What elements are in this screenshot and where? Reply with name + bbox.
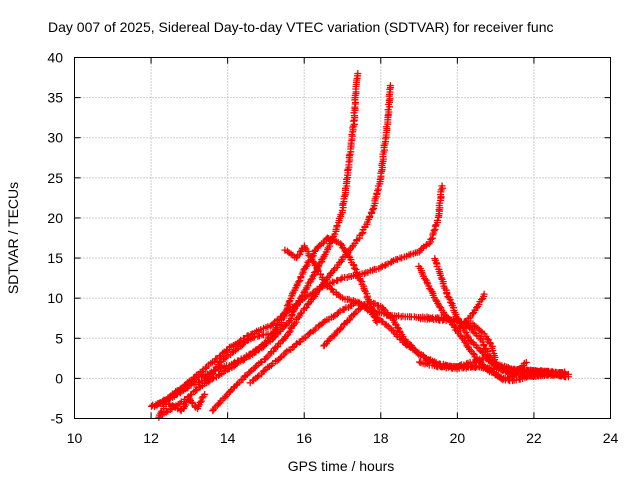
x-tick-label: 16 [296, 430, 312, 446]
y-axis-label: SDTVAR / TECUs [5, 182, 21, 294]
grid-lines [74, 57, 611, 419]
x-tick-label: 18 [373, 430, 389, 446]
y-tick-label: 30 [47, 130, 63, 146]
y-tick-label: 40 [47, 50, 63, 66]
y-tick-label: 0 [55, 370, 63, 386]
y-tick-label: -5 [51, 411, 64, 427]
series-markers [415, 314, 569, 378]
series-track-11 [416, 358, 572, 385]
plot-frame [74, 57, 611, 419]
axis-ticks [74, 57, 611, 419]
x-tick-label: 24 [603, 430, 619, 446]
y-tick-label: 20 [47, 210, 63, 226]
chart-title: Day 007 of 2025, Sidereal Day-to-day VTE… [48, 19, 554, 35]
x-tick-label: 10 [67, 430, 83, 446]
series-track-13 [155, 390, 209, 421]
y-tick-label: 35 [47, 90, 63, 106]
y-tick-label: 10 [47, 290, 63, 306]
y-tick-labels: -5 0 5 10 15 20 25 30 35 40 [47, 50, 63, 427]
y-tick-label: 15 [47, 250, 63, 266]
x-axis-label: GPS time / hours [288, 458, 395, 474]
series-markers [416, 358, 572, 385]
series-markers [155, 390, 209, 421]
series-track-12 [415, 314, 569, 378]
x-tick-label: 12 [143, 430, 159, 446]
x-tick-label: 20 [450, 430, 466, 446]
series-markers [453, 290, 488, 334]
x-tick-labels: 10 12 14 16 18 20 22 24 [67, 430, 619, 446]
series-track-14 [453, 290, 488, 334]
y-tick-label: 25 [47, 170, 63, 186]
x-tick-label: 22 [526, 430, 542, 446]
data-points [148, 70, 572, 421]
y-tick-label: 5 [55, 330, 63, 346]
x-tick-label: 14 [220, 430, 236, 446]
